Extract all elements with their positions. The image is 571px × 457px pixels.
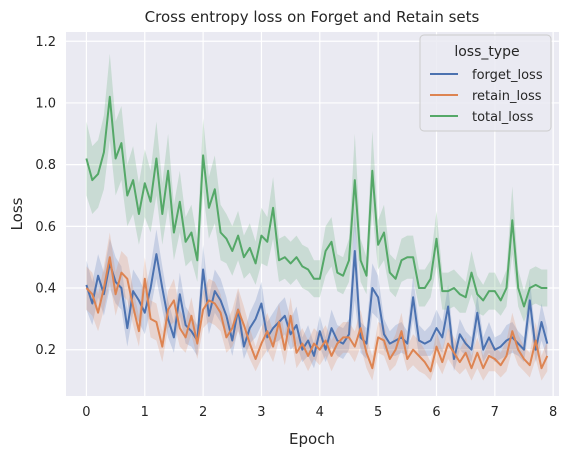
x-tick-label: 6: [432, 405, 440, 420]
x-tick-label: 5: [374, 405, 382, 420]
line-forget_loss: [85, 250, 549, 360]
x-tick-labels: 0 1 2 3 4 5 6 7 8: [82, 405, 557, 420]
legend-items: forget_loss retain_loss total_loss: [430, 68, 543, 125]
x-tick-label: 3: [257, 405, 265, 420]
y-tick-label: 0.6: [35, 220, 56, 235]
x-tick-label: 7: [491, 405, 499, 420]
band-forget_loss: [86, 207, 548, 372]
y-tick-label: 0.8: [35, 158, 56, 173]
legend-item-total_loss: total_loss: [430, 110, 534, 125]
series-lines: [85, 95, 549, 373]
legend: loss_type forget_loss retain_loss total_lo…: [419, 34, 552, 132]
x-tick-label: 8: [549, 405, 557, 420]
x-tick-label: 2: [199, 405, 207, 420]
line-total_loss: [85, 95, 548, 308]
y-tick-label: 0.4: [35, 282, 56, 297]
legend-label: total_loss: [472, 110, 534, 125]
legend-title: loss_type: [454, 44, 519, 60]
chart-title: Cross entropy loss on Forget and Retain …: [145, 8, 480, 26]
x-tick-label: 1: [141, 405, 149, 420]
legend-label: retain_loss: [472, 89, 542, 104]
y-tick-label: 1.0: [35, 96, 56, 111]
band-total_loss: [86, 53, 548, 322]
x-tick-label: 4: [316, 405, 324, 420]
x-axis-label: Epoch: [289, 430, 335, 448]
y-axis-label: Loss: [8, 197, 26, 230]
y-tick-label: 0.2: [35, 343, 56, 358]
legend-box: [419, 34, 552, 132]
y-tick-label: 1.2: [35, 35, 56, 50]
x-tick-label: 0: [82, 405, 90, 420]
legend-item-forget_loss: forget_loss: [430, 68, 543, 83]
legend-label: forget_loss: [472, 68, 543, 83]
y-tick-labels: 0.2 0.4 0.6 0.8 1.0 1.2: [35, 35, 56, 358]
line-retain_loss: [85, 256, 549, 373]
legend-item-retain_loss: retain_loss: [430, 89, 542, 104]
